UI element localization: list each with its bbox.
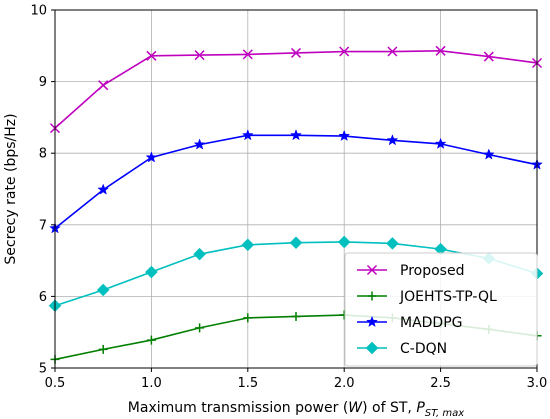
x-axis-label-subscript: ST, max [425,408,464,419]
data-point [289,236,303,250]
legend-entry: JOEHTS-TP-QL [357,289,497,305]
x-axis-label-symbol: P [416,400,425,416]
data-point [483,51,494,62]
legend-swatch-marker [367,291,377,301]
y-tick-label: 5 [39,362,47,377]
data-point [338,129,351,142]
y-tick-label: 7 [39,218,47,233]
y-tick-label: 10 [30,4,47,19]
data-point [241,129,254,141]
data-point [387,46,398,57]
x-axis-label-main: Maximum transmission power ( [128,400,349,416]
data-point [386,134,399,146]
data-point [146,50,157,61]
legend-label: C-DQN [400,341,447,357]
legend-label: JOEHTS-TP-QL [399,289,497,305]
legend-box [344,252,538,367]
x-axis-label-mid: ) of ST, [362,400,416,416]
y-axis-label: Secrecy rate (bps/Hz) [3,113,19,264]
y-tick-label: 6 [39,290,47,305]
data-point [386,237,399,250]
y-tick-label: 8 [39,147,47,162]
data-point [434,137,447,149]
data-point [97,183,110,195]
data-point [146,335,156,345]
data-point [193,247,206,261]
data-point [98,344,108,354]
legend-label: Proposed [400,263,464,279]
data-point [195,323,205,333]
x-tick-label: 1.5 [237,376,258,391]
x-tick-label: 2.0 [334,376,355,391]
x-tick-label: 3.0 [527,376,548,391]
data-point [435,45,446,56]
data-point [243,313,253,323]
legend-entry: MADDPG [357,315,463,331]
ticks: 0.5 1.0 1.5 2.0 2.5 3.0 5 6 7 8 9 10 [30,4,547,392]
data-point [241,238,255,252]
legend-swatch-marker [366,315,378,328]
y-tick-label: 9 [39,75,47,90]
data-point [290,129,302,141]
grid [54,9,538,369]
data-point [145,151,158,163]
data-point [482,148,495,160]
data-point [193,138,206,150]
x-tick-label: 1.0 [141,376,162,391]
data-point [242,49,253,60]
data-point [194,50,205,61]
data-point [290,47,302,58]
plot-frame [54,9,538,369]
data-point [337,235,351,249]
data-point [98,80,109,91]
data-point [96,283,110,297]
legend-label: MADDPG [400,315,463,331]
legend: Proposed JOEHTS-TP-QL MADDPG C-DQN [344,252,538,367]
series-2 [49,129,543,234]
x-axis-label-var: W [348,400,363,416]
data-point [339,46,350,57]
x-axis-label: Maximum transmission power (W) of ST, PS… [128,400,464,419]
legend-entry: C-DQN [357,341,447,357]
data-point [291,311,301,321]
data-point [145,265,158,279]
x-tick-label: 2.5 [430,376,451,391]
x-tick-label: 0.5 [45,376,66,391]
legend-swatch-marker [365,341,379,355]
legend-swatch-marker [366,264,378,276]
legend-entry: Proposed [357,263,464,279]
